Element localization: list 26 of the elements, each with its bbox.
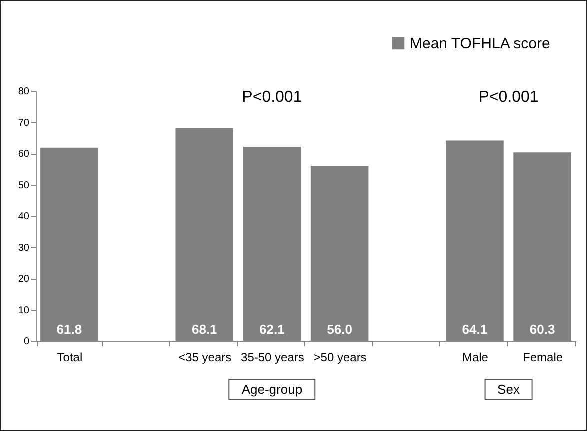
- y-tick-label: 20: [18, 274, 30, 285]
- text: Sex: [484, 379, 533, 400]
- annotation: P<0.001: [242, 89, 302, 107]
- x-tick-label: Total: [57, 350, 83, 364]
- x-tick-label: >50 years: [314, 350, 367, 364]
- data-label: 64.1: [462, 322, 488, 337]
- data-label: 60.3: [530, 322, 556, 337]
- y-tick-label: 60: [18, 149, 30, 160]
- legend-label: Mean TOFHLA score: [410, 36, 550, 52]
- y-tick-label: 50: [18, 180, 30, 192]
- text: Age-group: [228, 379, 316, 400]
- x-tick-label: Male: [462, 350, 489, 364]
- x-tick-label: 35-50 years: [241, 350, 304, 364]
- data-label: 56.0: [327, 322, 352, 337]
- annotation: P<0.001: [478, 89, 539, 107]
- y-tick-label: 70: [18, 118, 30, 129]
- y-tick-label: 30: [18, 242, 30, 254]
- y-tick-label: 10: [18, 305, 30, 316]
- data-label: 62.1: [260, 322, 285, 337]
- y-tick-label: 0: [24, 336, 30, 348]
- x-tick-label: Female: [523, 350, 564, 364]
- x-tick-label: <35 years: [178, 350, 232, 364]
- y-tick-label: 80: [18, 86, 30, 98]
- y-tick-label: 40: [18, 212, 30, 222]
- data-label: 61.8: [56, 322, 82, 337]
- data-label: 68.1: [192, 322, 218, 337]
